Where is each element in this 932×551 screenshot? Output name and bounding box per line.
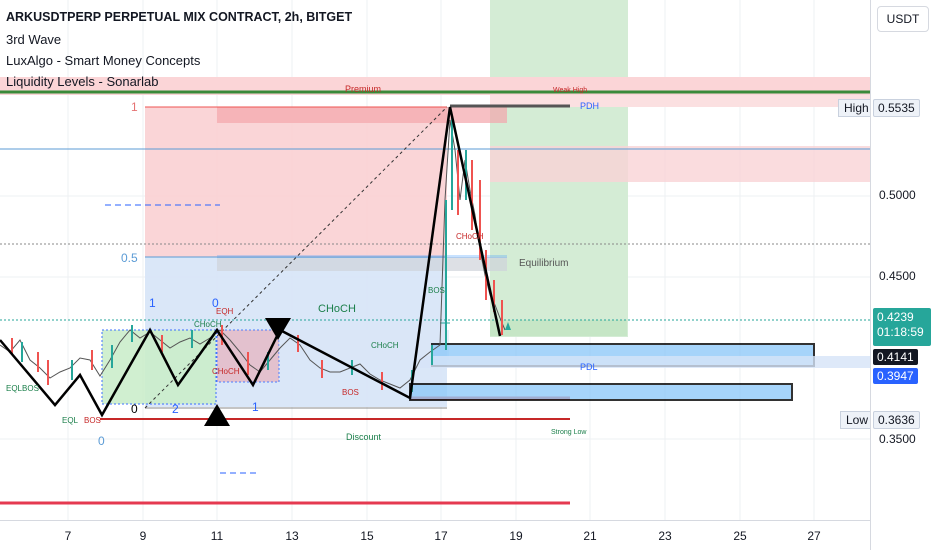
high-price-tag: 0.5535 xyxy=(873,99,920,117)
current-price: 0.4239 xyxy=(877,310,914,324)
eql-label: EQL xyxy=(62,416,79,425)
weak-high-label: Weak High xyxy=(553,87,588,94)
time-tick: 21 xyxy=(583,529,597,543)
choch-label: CHoCH xyxy=(456,232,484,241)
chart-canvas[interactable]: Premium Discount Equilibrium PDH PDL Wea… xyxy=(0,0,870,520)
time-tick: 25 xyxy=(733,529,747,543)
strong-low-label: Strong Low xyxy=(551,429,587,436)
price-tag-blue: 0.3947 xyxy=(873,368,918,384)
down-triangle-marker xyxy=(265,318,291,340)
high-tag: High xyxy=(838,99,870,117)
wave-label-1b: 1 xyxy=(252,400,259,414)
time-axis[interactable]: 7 9 11 13 15 17 19 21 23 25 27 xyxy=(0,520,870,551)
bar-countdown: 01:18:59 xyxy=(877,325,924,339)
price-axis[interactable]: USDT 0.5535 0.5000 0.4500 0.4239 01:18:5… xyxy=(870,0,932,550)
time-tick: 17 xyxy=(434,529,448,543)
time-tick: 23 xyxy=(658,529,672,543)
wave-label-0-top: 0 xyxy=(212,296,219,310)
eqh-label: EQH xyxy=(216,307,234,316)
choch-main-label: CHoCH xyxy=(318,303,356,315)
time-tick: 7 xyxy=(64,529,72,543)
wave-label-0: 0 xyxy=(98,434,105,448)
low-price-tag: 0.3636 xyxy=(873,411,920,429)
equilibrium-zone xyxy=(217,257,507,271)
price-tag-dark: 0.4141 xyxy=(873,349,918,365)
bos-label: BOS xyxy=(428,286,445,295)
time-tick: 15 xyxy=(360,529,374,543)
fib-level-05: 0.5 xyxy=(121,251,138,265)
time-tick: 13 xyxy=(285,529,299,543)
bos-label: BOS xyxy=(342,388,359,397)
time-tick: 19 xyxy=(509,529,523,543)
bos-label: BOS xyxy=(84,416,101,425)
choch-label: CHoCH xyxy=(194,320,222,329)
pdl-label: PDL xyxy=(580,362,598,372)
price-tick: 0.4500 xyxy=(879,269,916,283)
low-tag: Low xyxy=(840,411,870,429)
symbol-title[interactable]: ARKUSDTPERP PERPETUAL MIX CONTRACT, 2h, … xyxy=(6,10,353,24)
currency-button[interactable]: USDT xyxy=(877,6,929,32)
equilibrium-label: Equilibrium xyxy=(519,258,569,269)
indicator-name[interactable]: Liquidity Levels - Sonarlab xyxy=(6,74,159,89)
choch-label: CHoCH xyxy=(212,367,240,376)
price-tick: 0.5000 xyxy=(879,188,916,202)
fib-premium xyxy=(145,107,447,257)
current-price-tag: 0.4239 01:18:59 xyxy=(873,308,931,346)
price-tick: 0.3500 xyxy=(879,432,916,446)
pdh-label: PDH xyxy=(580,101,600,111)
time-tick: 27 xyxy=(807,529,821,543)
eqlbos-label: EQLBOS xyxy=(6,384,39,393)
time-tick: 11 xyxy=(210,529,224,543)
liquidity-box-lower xyxy=(409,383,793,401)
indicator-name[interactable]: LuxAlgo - Smart Money Concepts xyxy=(6,53,201,68)
choch-label: CHoCH xyxy=(371,341,399,350)
indicator-name[interactable]: 3rd Wave xyxy=(6,32,62,47)
fib-level-1: 1 xyxy=(131,100,138,114)
up-triangle-marker xyxy=(204,404,230,426)
discount-label: Discount xyxy=(346,432,382,442)
time-tick: 9 xyxy=(139,529,147,543)
chart-svg xyxy=(0,0,870,520)
wave-label-0-bottom: 0 xyxy=(131,402,138,416)
premium-label: Premium xyxy=(345,84,382,94)
wave-label-2: 2 xyxy=(172,402,179,416)
wave-label-1: 1 xyxy=(149,296,156,310)
